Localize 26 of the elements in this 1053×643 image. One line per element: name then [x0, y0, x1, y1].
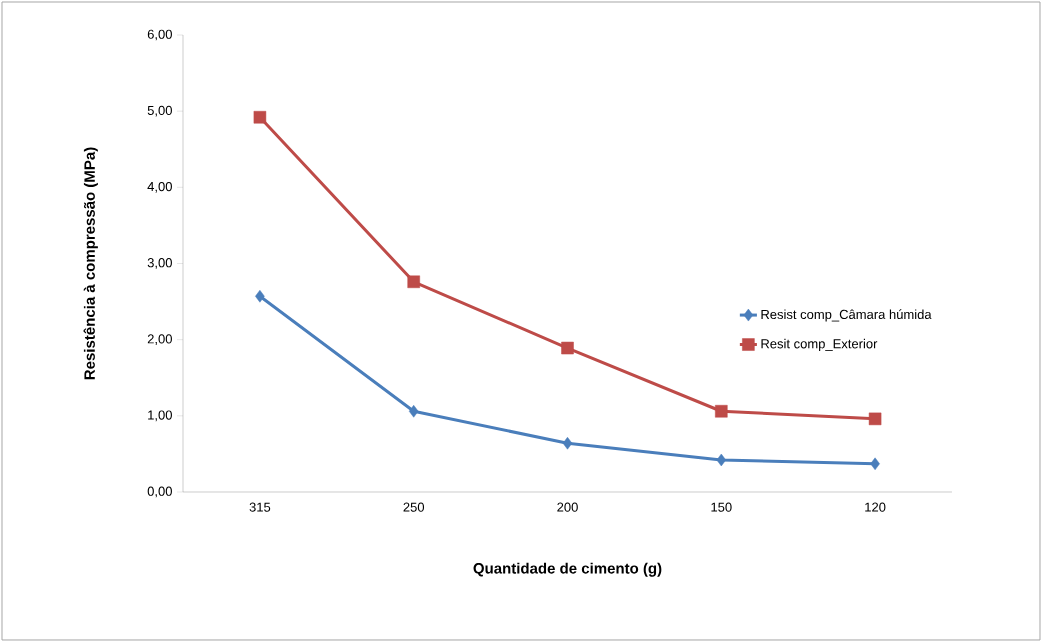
- point: [870, 457, 880, 471]
- point: [715, 405, 728, 418]
- point: [253, 111, 267, 124]
- x-tick-label: 120: [865, 502, 886, 512]
- point: [255, 289, 265, 303]
- x-tick-label: 150: [711, 502, 732, 512]
- y-tick-label: 1,00: [148, 410, 172, 422]
- point: [561, 341, 574, 355]
- y-tick-label: 2,00: [147, 334, 172, 346]
- y-tick-label: 4,00: [147, 181, 172, 193]
- x-tick-label: 200: [557, 502, 578, 512]
- x-tick-label: 315: [249, 502, 271, 512]
- point: [716, 453, 727, 467]
- y-axis-title: Resistência à compressão (MPa): [83, 147, 98, 380]
- y-tick-label: 0,00: [147, 486, 172, 498]
- legend-label: Resit comp_Exterior: [761, 338, 878, 351]
- point: [562, 436, 573, 450]
- point: [408, 405, 419, 418]
- point: [407, 275, 420, 289]
- point: [868, 412, 882, 426]
- y-tick-label: 6,00: [147, 29, 172, 41]
- x-tick-label: 250: [403, 502, 425, 512]
- y-tick-label: 3,00: [147, 258, 172, 269]
- x-axis-title: Quantidade de cimento (g): [473, 562, 662, 577]
- y-tick-label: 5,00: [147, 105, 172, 117]
- legend-label: Resist comp_Câmara húmida: [761, 309, 932, 322]
